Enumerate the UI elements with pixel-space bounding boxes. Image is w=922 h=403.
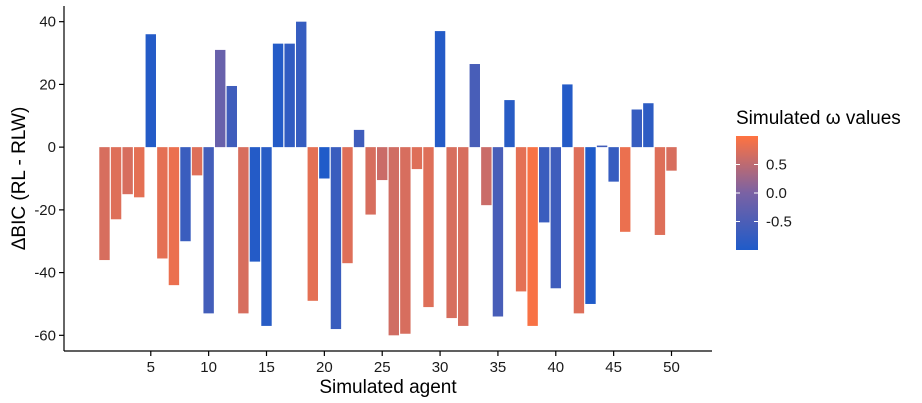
bar-agent-33 <box>469 64 480 148</box>
x-tick-label: 50 <box>663 359 680 376</box>
bar-agent-15 <box>261 147 272 326</box>
bar-agent-27 <box>400 147 411 334</box>
bar-agent-22 <box>342 147 353 264</box>
bar-agent-24 <box>365 147 376 215</box>
bar-agent-20 <box>319 147 330 179</box>
y-axis-title: ΔBIC (RL - RLW) <box>9 107 30 251</box>
bar-agent-42 <box>573 147 585 314</box>
bar-agent-48 <box>643 103 654 148</box>
bar-agent-6 <box>157 147 168 259</box>
bars-group <box>99 21 677 336</box>
y-tick-label: -20 <box>34 202 56 219</box>
bar-agent-10 <box>203 147 214 314</box>
bar-agent-31 <box>446 147 457 319</box>
bar-agent-49 <box>654 147 666 235</box>
bar-agent-34 <box>481 147 492 206</box>
x-tick-label: 5 <box>147 359 155 376</box>
legend: Simulated ω values 0.5 0.0 -0.5 <box>736 108 901 250</box>
bar-agent-41 <box>562 84 573 148</box>
bar-agent-39 <box>539 147 550 223</box>
bar-agent-30 <box>434 31 446 148</box>
x-axis-title: Simulated agent <box>319 377 457 398</box>
bar-agent-35 <box>492 147 504 317</box>
bar-agent-12 <box>226 85 237 148</box>
x-tick-label: 35 <box>490 359 507 376</box>
bar-agent-11 <box>215 49 226 148</box>
bar-agent-38 <box>527 147 538 326</box>
bar-agent-17 <box>284 43 295 148</box>
bar-agent-16 <box>272 43 284 148</box>
bar-agent-40 <box>550 147 561 289</box>
y-tick-label: 0 <box>48 139 56 156</box>
bar-agent-19 <box>307 147 318 301</box>
bar-agent-21 <box>330 147 342 330</box>
bar-agent-4 <box>134 147 145 198</box>
legend-colorbar <box>736 136 758 250</box>
bar-agent-50 <box>666 147 677 171</box>
y-tick-label: -60 <box>34 327 56 344</box>
bar-agent-5 <box>145 34 156 148</box>
bar-agent-37 <box>515 147 527 292</box>
legend-tick-label: -0.5 <box>766 214 792 231</box>
bar-agent-46 <box>620 147 631 232</box>
y-tick-label: -40 <box>34 265 56 282</box>
bar-agent-13 <box>238 147 249 314</box>
x-tick-label: 30 <box>432 359 449 376</box>
bar-agent-32 <box>458 147 469 326</box>
x-tick-label: 20 <box>316 359 333 376</box>
legend-ticks: 0.5 0.0 -0.5 <box>736 157 792 231</box>
bar-agent-8 <box>180 147 191 242</box>
bar-agent-26 <box>388 147 399 336</box>
legend-tick-label: 0.0 <box>766 185 787 202</box>
bar-agent-44 <box>596 145 608 148</box>
x-tick-label: 10 <box>200 359 217 376</box>
bar-agent-45 <box>608 147 619 182</box>
bar-agent-47 <box>631 109 642 148</box>
bar-agent-36 <box>504 100 515 148</box>
bar-agent-25 <box>377 147 388 181</box>
bar-agent-18 <box>296 21 307 148</box>
bar-agent-1 <box>99 147 110 261</box>
bar-agent-29 <box>423 147 434 308</box>
y-axis-ticks: -60 -40 -20 0 20 40 <box>34 14 64 344</box>
bar-agent-43 <box>585 147 596 304</box>
x-axis-ticks: 5 10 15 20 25 30 35 40 45 50 <box>147 351 680 376</box>
bar-agent-9 <box>191 147 203 176</box>
x-tick-label: 15 <box>258 359 275 376</box>
legend-tick-label: 0.5 <box>766 157 787 174</box>
y-tick-label: 40 <box>39 14 56 31</box>
x-tick-label: 40 <box>547 359 564 376</box>
bar-agent-3 <box>122 147 133 195</box>
x-tick-label: 45 <box>605 359 622 376</box>
x-tick-label: 25 <box>374 359 391 376</box>
bar-agent-14 <box>249 147 261 262</box>
legend-title: Simulated ω values <box>736 108 901 129</box>
bar-agent-23 <box>353 129 365 148</box>
bar-agent-7 <box>168 147 180 286</box>
y-tick-label: 20 <box>39 76 56 93</box>
bar-agent-2 <box>110 147 122 220</box>
bar-agent-28 <box>411 147 423 170</box>
